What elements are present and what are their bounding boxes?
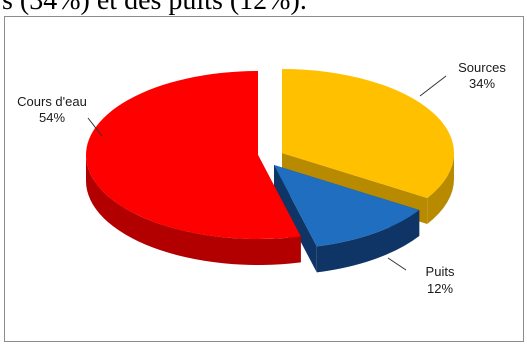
slice-top-puits: [274, 165, 420, 247]
slice-value-cours-d-eau: 54%: [39, 110, 65, 125]
slice-cut-puits: [274, 165, 317, 273]
slice-label-cours-d-eau: Cours d'eau: [17, 94, 87, 109]
slice-side-cours-d-eau: [86, 155, 301, 266]
slice-label-sources: Sources: [458, 60, 506, 75]
slice-top-sources: [282, 69, 454, 199]
slice-side-sources: [427, 153, 454, 225]
caption-text: s (34%) et des puits (12%).: [2, 0, 307, 16]
slice-label-puits: Puits: [426, 264, 455, 279]
leader-line-sources: [419, 75, 447, 97]
slice-value-sources: 34%: [469, 76, 495, 91]
leader-line-puits: [387, 257, 407, 271]
slice-value-puits: 12%: [427, 281, 453, 296]
slice-top-cours-d-eau: [86, 71, 301, 239]
leader-line-cours-d-eau: [87, 117, 103, 137]
